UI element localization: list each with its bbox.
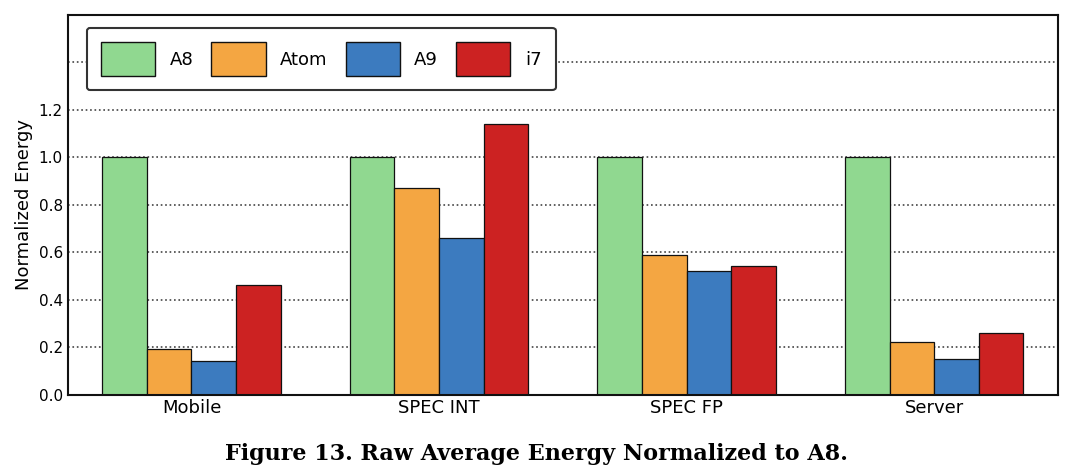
Bar [147,350,191,394]
Text: Figure 13. Raw Average Energy Normalized to A8.: Figure 13. Raw Average Energy Normalized… [225,443,848,465]
Bar [890,342,935,394]
Bar [642,255,687,394]
Bar [350,157,395,394]
Bar [236,285,280,394]
Bar [979,333,1024,394]
Bar [598,157,642,394]
Bar [935,359,979,394]
Bar [439,238,484,394]
Bar [484,124,528,394]
Bar [191,361,236,394]
Legend: A8, Atom, A9, i7: A8, Atom, A9, i7 [87,28,556,91]
Bar [687,271,731,394]
Bar [102,157,147,394]
Y-axis label: Normalized Energy: Normalized Energy [15,119,33,290]
Bar [731,266,776,394]
Bar [395,188,439,394]
Bar [846,157,890,394]
